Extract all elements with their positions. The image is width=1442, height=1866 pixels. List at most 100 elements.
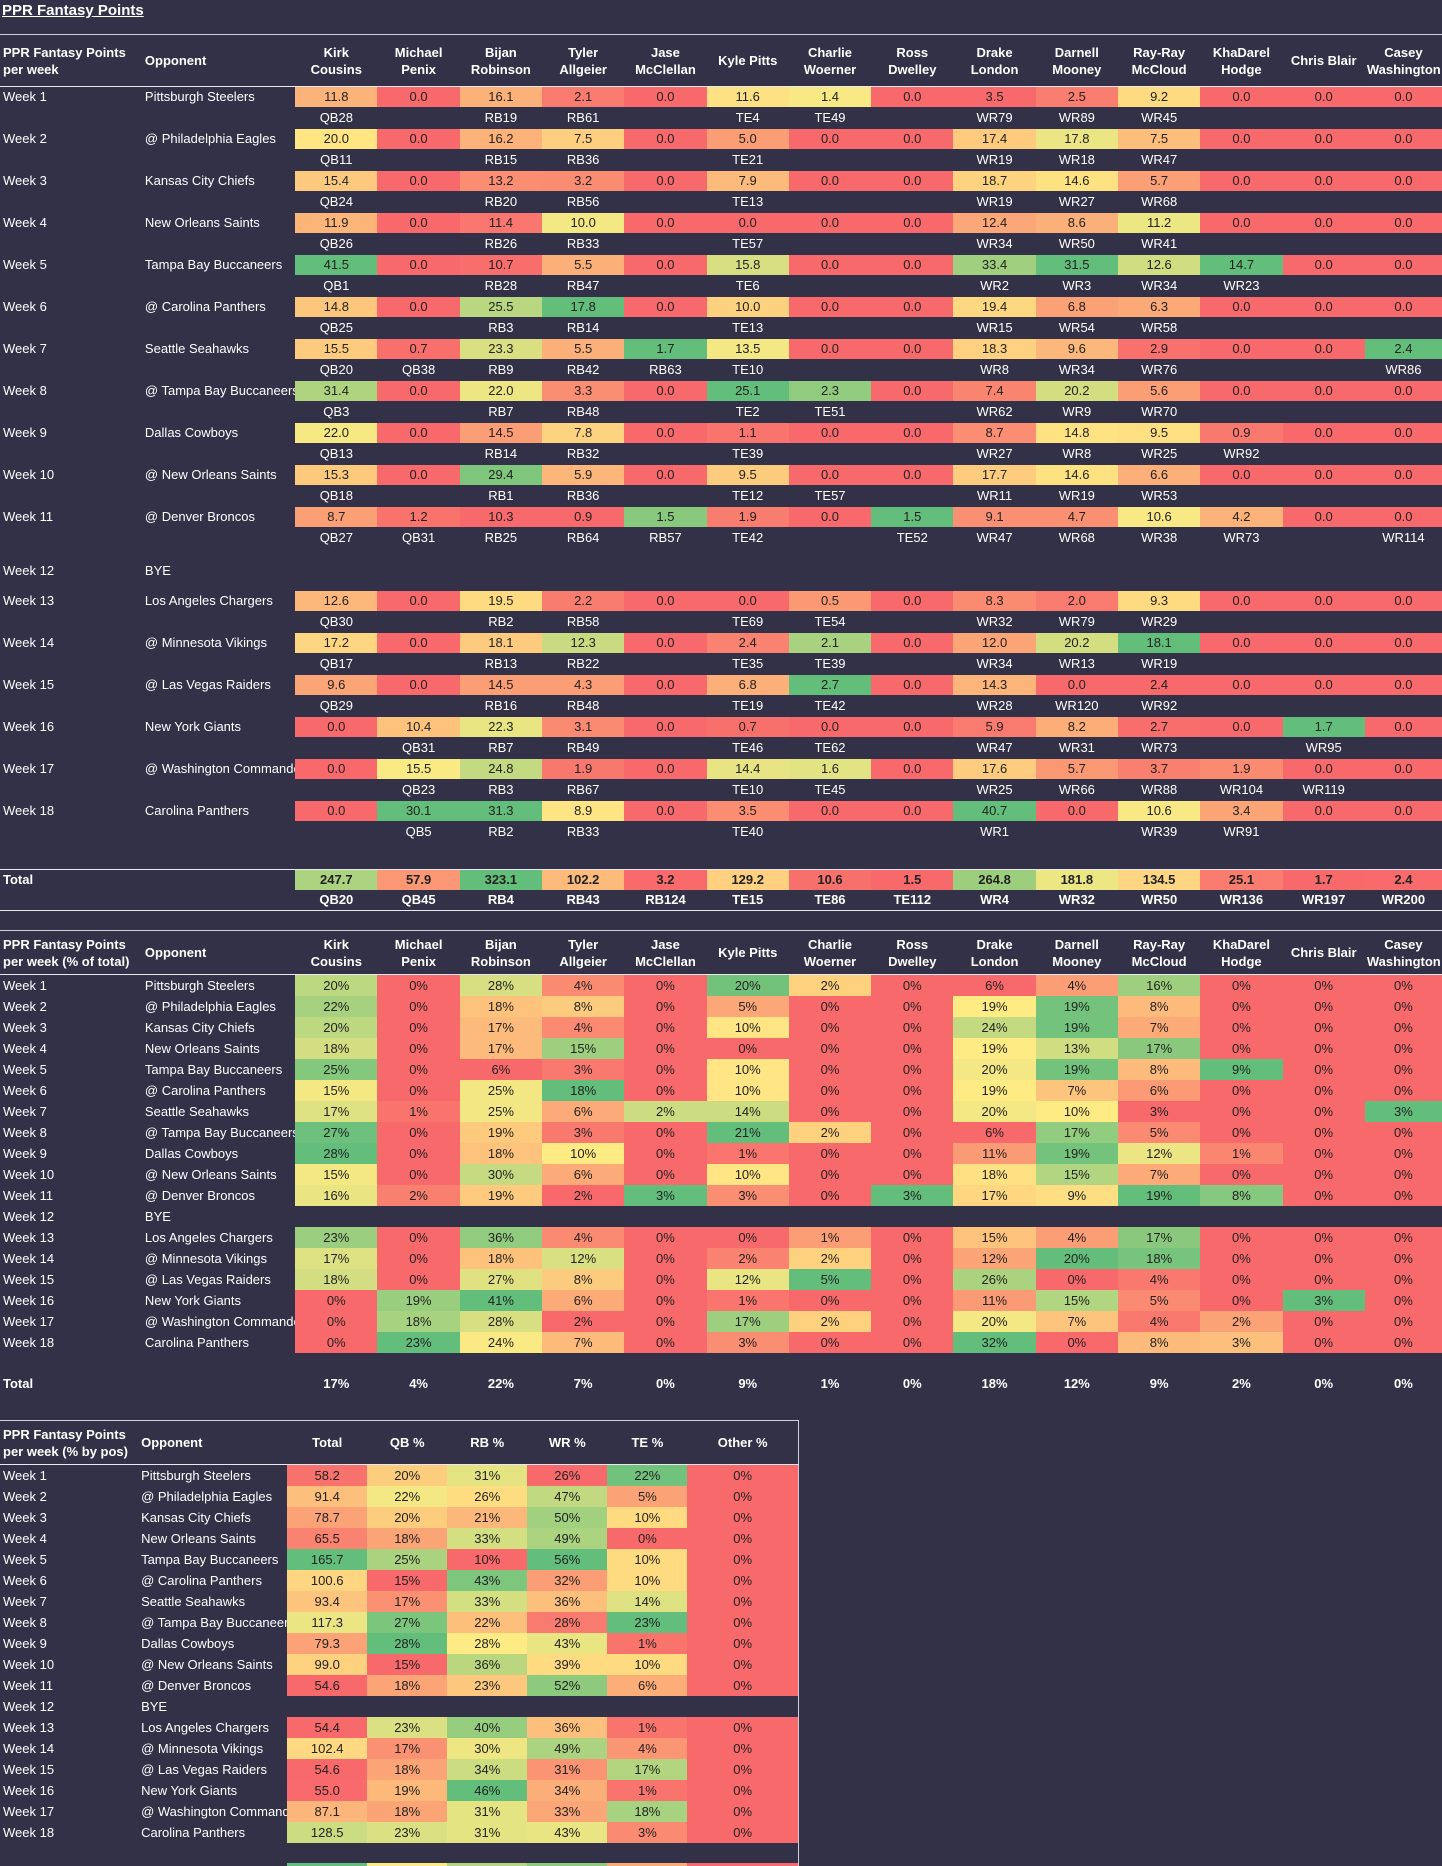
value-cell: 1% <box>607 1717 688 1738</box>
value-cell: 6% <box>1117 1080 1201 1101</box>
rank-cell: WR47 <box>976 740 1013 755</box>
rank-row: QB18 RB1 RB36 TE12 TE57 WR11 WR19 WR53 <box>0 485 1442 507</box>
rank-cell: RB3 <box>488 320 514 335</box>
points-cell: 8.2 <box>1035 717 1118 737</box>
week-label: Week 9 <box>3 425 47 440</box>
total-cell: 17% <box>323 1376 350 1391</box>
value-cell: 0% <box>624 1269 707 1290</box>
rank-cell <box>1200 737 1282 759</box>
empty-cell <box>0 191 142 213</box>
value-cell: 0% <box>1200 1164 1283 1185</box>
rank-cell <box>1365 695 1442 717</box>
empty-cell <box>0 653 142 675</box>
points-cell: 0.0 <box>377 675 460 695</box>
rank-cell <box>295 779 377 801</box>
value-cell: 0% <box>788 1059 872 1080</box>
rank-row: QB31 RB7 RB49 TE46 TE62 WR47 WR31 WR73 WR95 <box>0 737 1442 759</box>
points-cell: 0.0 <box>377 213 460 233</box>
points-cell: 0.0 <box>871 339 954 359</box>
rank-cell: WR73 <box>1141 740 1178 755</box>
opponent-label: BYE <box>144 1209 171 1224</box>
points-cell: 0.0 <box>1282 675 1365 695</box>
points-cell: 18.1 <box>459 633 543 653</box>
points-cell: 18.1 <box>1117 633 1201 653</box>
value-cell: 8% <box>1117 1332 1201 1353</box>
points-cell: 0.0 <box>1200 717 1283 737</box>
value-cell: 79.3 <box>287 1633 368 1654</box>
points-cell: 25.1 <box>706 381 789 401</box>
value-cell: 0% <box>871 1059 954 1080</box>
points-cell: 14.5 <box>459 423 543 443</box>
week-label: Week 1 <box>3 89 47 104</box>
value-cell: 23% <box>607 1612 688 1633</box>
value-cell: 0% <box>377 1038 460 1059</box>
rank-cell: WR79 <box>1058 614 1095 629</box>
rank-cell: WR39 <box>1141 824 1178 839</box>
column-header: Ross Dwelley <box>871 930 954 975</box>
value-cell: 28% <box>459 974 543 996</box>
rank-row: QB11 RB15 RB36 TE21 WR19 WR18 WR47 <box>0 149 1442 171</box>
value-cell: 0% <box>871 1269 954 1290</box>
value-cell: 91.4 <box>287 1486 368 1507</box>
value-cell: 46% <box>447 1780 528 1801</box>
value-cell: 12% <box>706 1269 789 1290</box>
points-cell: 0.0 <box>1200 633 1283 653</box>
points-cell: 1.1 <box>706 423 789 443</box>
value-cell: 1% <box>706 1143 789 1164</box>
opponent-label: @ Washington Commanders <box>144 761 296 776</box>
value-cell: 2% <box>1200 1311 1283 1332</box>
points-cell: 41.5 <box>295 255 378 275</box>
points-cell: 9.1 <box>953 507 1036 527</box>
value-cell: 0% <box>1364 1248 1442 1269</box>
empty-cell <box>142 611 295 633</box>
value-cell: 93.4 <box>287 1591 368 1612</box>
value-cell: 0% <box>624 1017 707 1038</box>
points-cell: 0.0 <box>1200 129 1283 149</box>
empty-cell <box>1365 1353 1442 1373</box>
rank-cell: WR19 <box>976 194 1013 209</box>
empty-cell <box>1118 549 1200 591</box>
points-cell: 0.5 <box>788 591 872 611</box>
value-cell: 30% <box>459 1164 543 1185</box>
empty-cell <box>953 549 1035 591</box>
rank-cell: WR68 <box>1141 194 1178 209</box>
opponent-label: Pittsburgh Steelers <box>144 978 255 993</box>
points-cell: 2.0 <box>1035 591 1118 611</box>
points-cell: 14.4 <box>706 759 789 779</box>
rank-cell: TE51 <box>814 404 846 419</box>
week-row: Week 10 @ New Orleans Saints 15% 0% 30% 6% 0% 1… <box>0 1164 1442 1185</box>
value-cell: 27% <box>295 1122 378 1143</box>
points-cell: 12.6 <box>1117 255 1201 275</box>
value-cell: 0% <box>871 1290 954 1311</box>
total-cell: 25.1 <box>1200 868 1283 890</box>
value-cell: 6% <box>953 974 1036 996</box>
rank-cell: QB30 <box>319 614 353 629</box>
total-cell: 102.2 <box>542 868 625 890</box>
empty-cell <box>447 1843 527 1863</box>
opponent-label: New Orleans Saints <box>141 1531 256 1546</box>
value-cell: 28% <box>367 1633 448 1654</box>
value-cell: 10% <box>542 1143 625 1164</box>
value-cell: 3% <box>706 1332 789 1353</box>
value-cell: 19% <box>953 996 1036 1017</box>
points-cell: 19.4 <box>953 297 1036 317</box>
points-cell: 4.7 <box>1035 507 1118 527</box>
points-cell: 7.9 <box>706 171 789 191</box>
total-cell: 12% <box>1063 1376 1090 1391</box>
value-cell: 19% <box>1035 996 1118 1017</box>
value-cell: 0% <box>377 1017 460 1038</box>
points-cell: 3.1 <box>542 717 625 737</box>
total-cell: 57.9 <box>377 868 460 890</box>
points-cell: 13.5 <box>706 339 789 359</box>
total-rank-cell: WR200 <box>1364 889 1442 911</box>
value-cell: 43% <box>527 1822 608 1843</box>
value-cell: 1% <box>788 1227 872 1248</box>
points-cell: 0.0 <box>1364 759 1442 779</box>
column-header: Kirk Cousins <box>295 34 378 87</box>
value-cell: 2% <box>706 1248 789 1269</box>
value-cell: 22% <box>367 1486 448 1507</box>
rank-cell <box>789 191 871 213</box>
total-cell: 4% <box>409 1376 428 1391</box>
rank-cell: WR15 <box>976 320 1013 335</box>
spacer-row <box>0 1843 799 1863</box>
